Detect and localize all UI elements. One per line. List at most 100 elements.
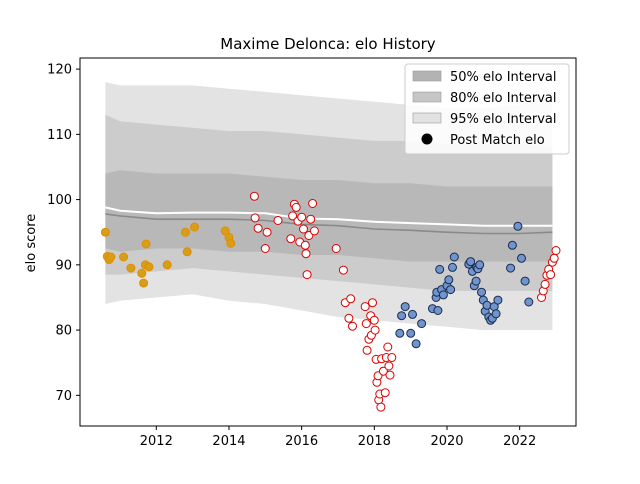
data-point [226, 238, 236, 248]
data-point [540, 279, 550, 289]
data-point [376, 402, 386, 412]
data-point [395, 328, 405, 338]
data-point [338, 265, 348, 275]
chart-title: Maxime Delonca: elo History [220, 35, 436, 53]
data-point [475, 260, 485, 270]
data-point [286, 234, 296, 244]
data-point [400, 302, 410, 312]
data-point [384, 361, 394, 371]
data-point [369, 315, 379, 325]
legend: 50% elo Interval 80% elo Interval 95% elo … [404, 63, 570, 155]
data-point [507, 240, 517, 250]
data-point [449, 252, 459, 262]
x-tick-label: 2022 [503, 434, 536, 449]
y-tick-label: 90 [55, 258, 72, 273]
data-point [119, 252, 129, 262]
data-point [546, 270, 556, 280]
data-point [299, 224, 308, 234]
data-point [144, 262, 154, 272]
x-tick-label: 2020 [430, 434, 463, 449]
series-1 [249, 191, 561, 412]
data-point [260, 244, 270, 253]
data-point [406, 328, 416, 338]
data-point [506, 263, 516, 273]
data-point [513, 221, 523, 231]
data-point [302, 270, 312, 280]
data-point [262, 227, 272, 237]
data-point [137, 268, 147, 278]
data-point [435, 264, 445, 274]
data-point [471, 276, 481, 286]
legend-marker [421, 133, 433, 145]
data-point [482, 300, 492, 310]
data-point [383, 342, 393, 352]
data-point [291, 202, 301, 212]
data-point [180, 227, 190, 237]
data-point [397, 311, 407, 321]
data-point [491, 309, 501, 319]
legend-label: 50% elo Interval [450, 70, 557, 85]
median-line [105, 213, 553, 235]
data-point [466, 257, 476, 267]
data-point [408, 309, 417, 319]
data-point [493, 295, 503, 305]
y-tick-label: 100 [47, 193, 72, 208]
legend-swatch [412, 91, 442, 103]
data-point [378, 366, 388, 376]
data-point [444, 275, 454, 285]
y-tick-label: 70 [55, 389, 72, 404]
y-tick-label: 80 [55, 324, 72, 339]
data-point [385, 370, 395, 380]
data-point [182, 247, 192, 257]
data-point [551, 246, 561, 255]
x-tick-label: 2012 [140, 434, 173, 449]
data-point [162, 260, 172, 270]
data-point [477, 287, 486, 297]
data-point [360, 302, 370, 312]
data-point [517, 253, 526, 263]
data-point [520, 276, 530, 286]
mean-line [105, 206, 553, 227]
data-point [549, 253, 559, 263]
data-point [100, 227, 110, 237]
data-point [361, 319, 371, 329]
plot-frame [79, 57, 577, 427]
data-point [446, 285, 456, 295]
data-point [348, 321, 357, 331]
data-point [370, 325, 380, 335]
y-tick-label: 120 [47, 63, 72, 78]
data-point [387, 353, 397, 362]
legend-label: 80% elo Interval [450, 91, 557, 106]
data-point [368, 298, 377, 308]
legend-swatch [412, 112, 442, 124]
data-point [346, 294, 356, 304]
data-point [288, 211, 298, 221]
data-point [309, 226, 319, 236]
data-point [411, 339, 421, 349]
data-point [273, 216, 283, 225]
data-point [301, 249, 311, 259]
legend-box [404, 63, 570, 155]
data-point [297, 212, 307, 222]
x-tick-label: 2018 [358, 434, 391, 449]
data-point [249, 191, 259, 201]
y-axis-label: elo score [24, 214, 39, 273]
legend-label: Post Match elo [450, 133, 545, 148]
data-point [308, 199, 318, 208]
data-point [106, 252, 116, 262]
data-point [438, 290, 448, 300]
legend-swatch [412, 70, 442, 82]
data-point [139, 278, 149, 288]
data-point [448, 262, 457, 272]
x-tick-label: 2016 [285, 434, 318, 449]
band-50 [105, 170, 553, 262]
x-tick-label: 2014 [212, 434, 245, 449]
data-point [331, 244, 341, 253]
data-point [433, 306, 443, 315]
data-point [141, 239, 151, 249]
data-point [362, 345, 372, 355]
data-point [380, 388, 390, 398]
data-point [306, 214, 316, 224]
data-point [524, 297, 534, 307]
